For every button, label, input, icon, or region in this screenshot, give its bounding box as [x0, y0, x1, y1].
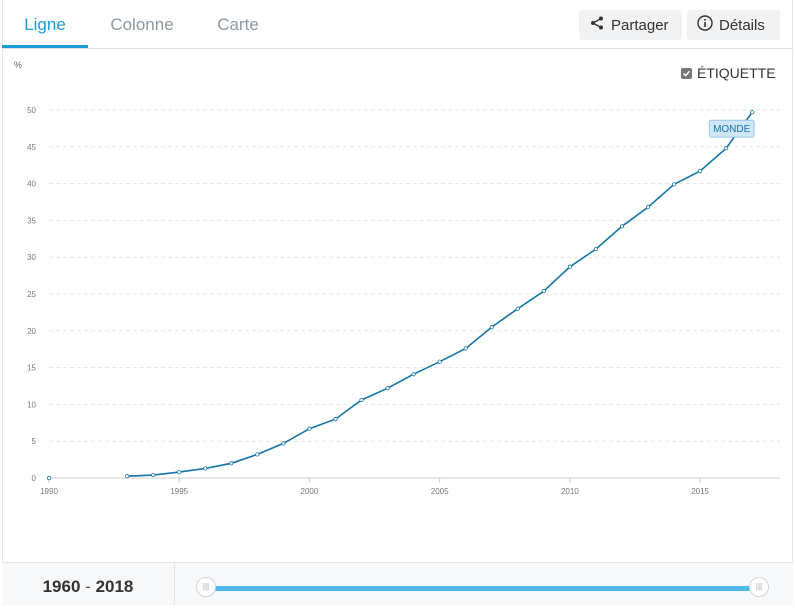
share-icon — [589, 15, 605, 35]
data-point — [385, 386, 390, 391]
data-point — [359, 397, 364, 403]
range-end-handle[interactable]: ||| — [749, 577, 769, 597]
y-tick-label: 15 — [27, 364, 36, 373]
data-point — [750, 110, 755, 115]
data-point — [567, 264, 572, 269]
range-label: 1960 - 2018 — [2, 563, 175, 605]
x-tick-label: 2005 — [431, 487, 449, 496]
data-point — [437, 359, 442, 364]
y-tick-label: 0 — [32, 474, 37, 483]
data-point — [489, 325, 494, 330]
x-tick-label: 1995 — [170, 487, 188, 496]
x-tick-label: 2000 — [301, 487, 319, 496]
x-tick-label: 1990 — [40, 487, 58, 496]
range-start-handle[interactable]: ||| — [196, 577, 216, 597]
y-tick-label: 5 — [32, 437, 37, 446]
y-tick-label: 45 — [27, 143, 36, 152]
details-label: Détails — [719, 16, 765, 34]
details-button[interactable]: Détails — [687, 10, 780, 40]
share-button[interactable]: Partager — [579, 10, 682, 40]
data-point — [281, 441, 286, 446]
label-toggle-text: ÉTIQUETTE — [697, 65, 776, 81]
line-chart: 0 5 10 15 20 25 30 35 40 45 50 1990 1995 2000 2005 2010… — [27, 106, 780, 496]
tab-ligne[interactable]: Ligne — [2, 0, 88, 48]
data-point — [255, 452, 260, 457]
range-start: 1960 — [42, 577, 81, 596]
time-range-bar: 1960 - 2018 ||| ||| — [2, 562, 793, 605]
y-tick-label: 40 — [27, 180, 36, 189]
label-toggle[interactable]: ÉTIQUETTE — [681, 65, 776, 81]
series-label-box — [708, 119, 755, 138]
data-point — [46, 475, 52, 481]
data-point — [541, 288, 546, 294]
data-point — [515, 306, 520, 311]
tab-carte[interactable]: Carte — [217, 15, 259, 34]
data-point — [463, 346, 468, 351]
y-tick-label: 20 — [27, 327, 36, 336]
data-point — [724, 146, 729, 151]
data-point — [411, 372, 416, 377]
x-tick-label: 2015 — [691, 487, 709, 496]
y-axis-unit: % — [14, 60, 23, 70]
data-point — [645, 205, 651, 210]
data-point — [333, 417, 338, 422]
tab-colonne[interactable]: Colonne — [110, 15, 174, 34]
y-tick-label: 10 — [27, 400, 36, 409]
data-point — [671, 182, 677, 187]
data-point — [307, 426, 312, 431]
y-tick-label: 25 — [27, 290, 36, 299]
series-label: MONDE — [713, 124, 751, 135]
data-point — [593, 247, 599, 252]
data-point — [203, 466, 208, 471]
share-label: Partager — [611, 16, 669, 34]
y-tick-label: 30 — [27, 253, 36, 262]
checkbox-icon[interactable] — [681, 67, 692, 79]
y-tick-label: 50 — [27, 106, 36, 115]
tab-bar: Ligne Colonne Carte Partager Détails — [2, 0, 793, 49]
data-point — [619, 224, 625, 229]
info-icon — [697, 15, 713, 35]
data-point — [151, 472, 156, 478]
data-point — [697, 168, 703, 174]
range-slider-track[interactable] — [209, 586, 761, 591]
data-point — [229, 461, 234, 466]
y-tick-label: 35 — [27, 216, 36, 225]
data-point — [125, 474, 130, 479]
data-point — [177, 470, 182, 475]
range-separator: - — [85, 577, 91, 596]
x-tick-label: 2010 — [561, 487, 579, 496]
range-end: 2018 — [95, 577, 134, 596]
